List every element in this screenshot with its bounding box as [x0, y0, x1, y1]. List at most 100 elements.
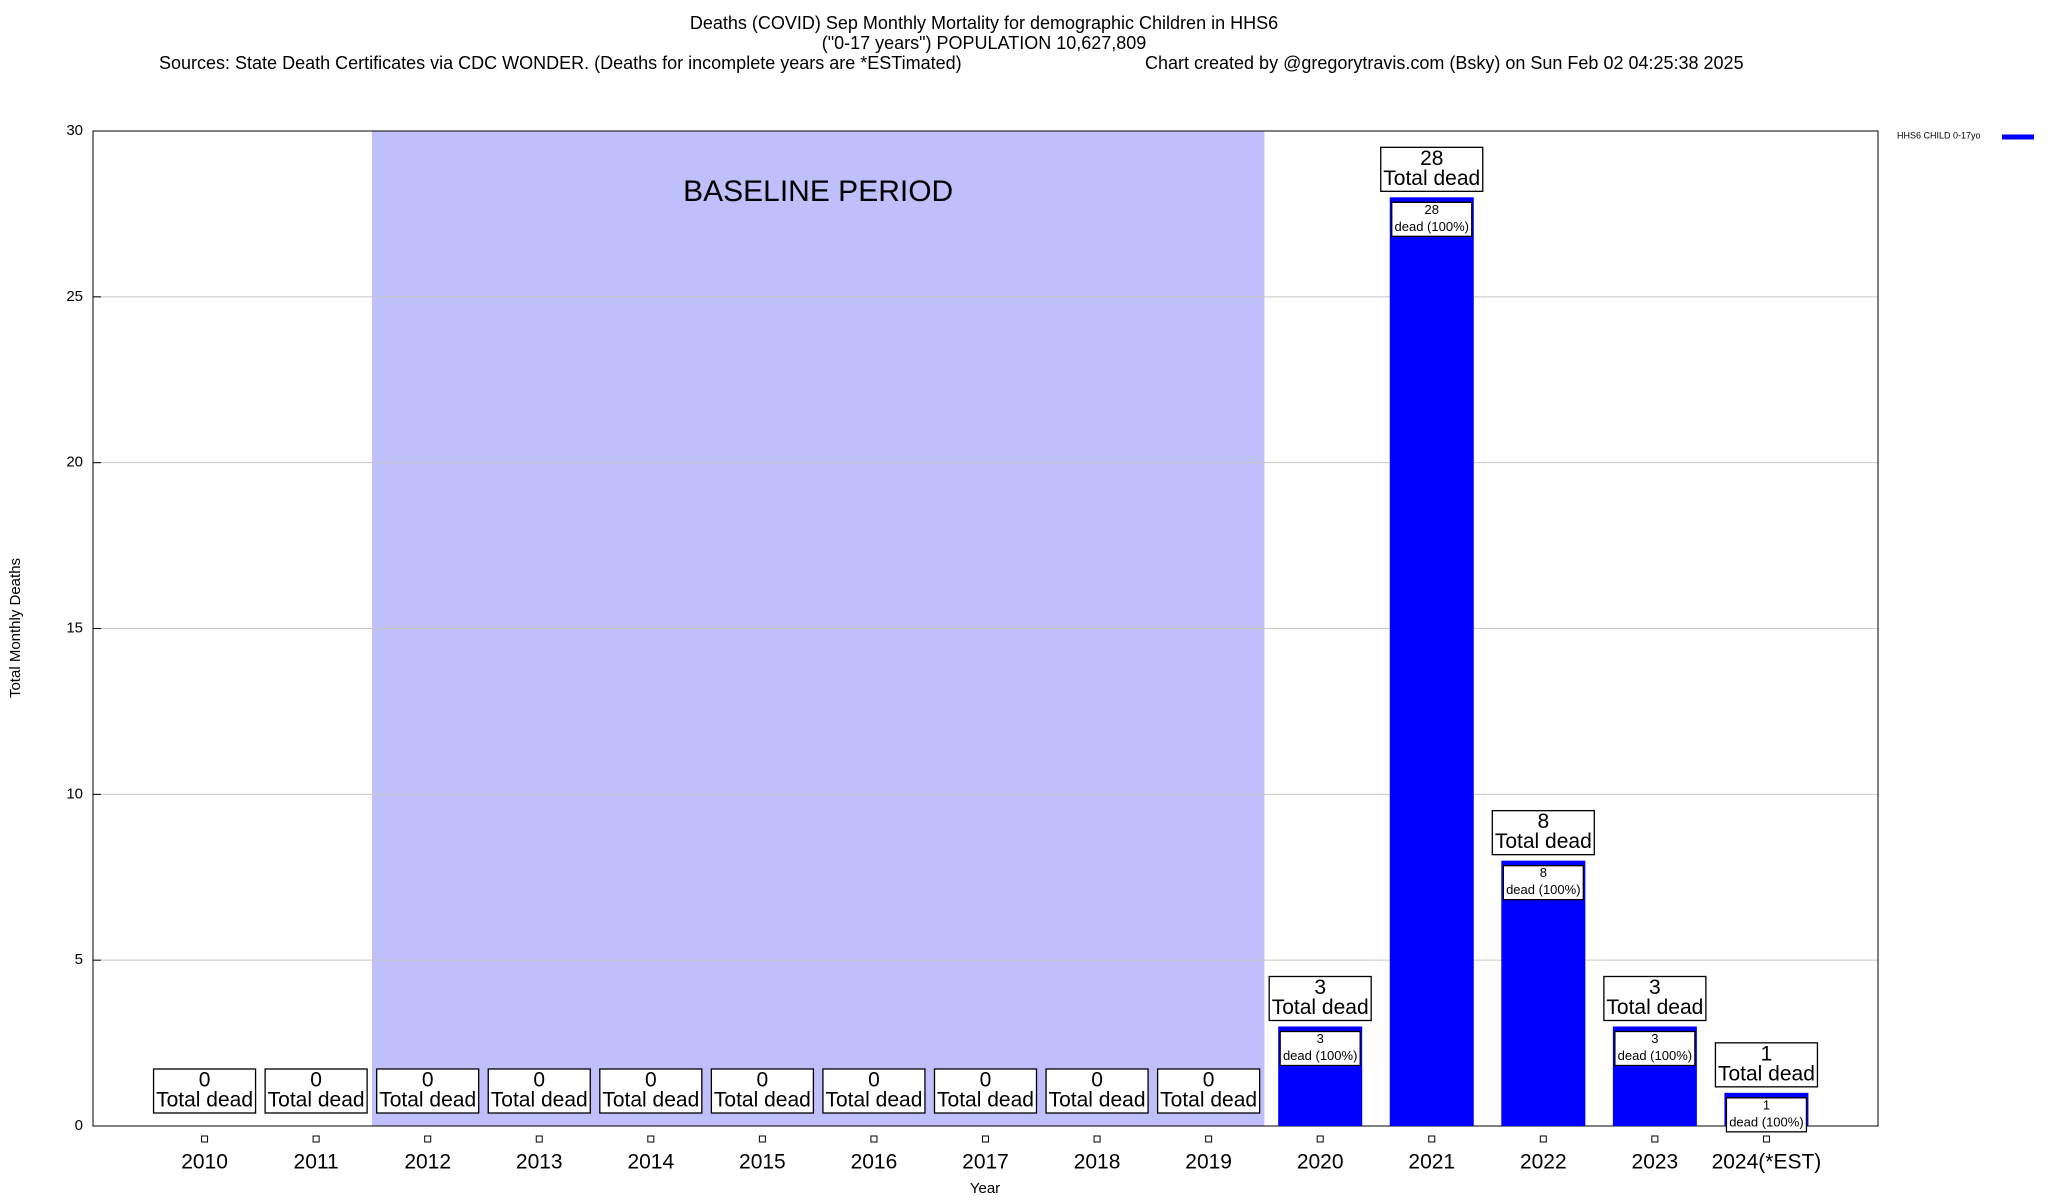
x-tick	[201, 1135, 209, 1143]
total-text-label: Total dead	[1718, 1062, 1815, 1085]
x-tick-label: 2011	[294, 1151, 339, 1174]
total-value-label: 3	[1649, 976, 1661, 999]
x-tick-label: 2022	[1520, 1151, 1567, 1174]
x-tick-label: 2021	[1408, 1151, 1455, 1174]
total-text-label: Total dead	[602, 1089, 699, 1112]
x-tick	[1205, 1135, 1213, 1143]
total-text-label: Total dead	[714, 1089, 811, 1112]
total-value-label: 0	[422, 1069, 434, 1092]
x-tick	[535, 1135, 543, 1143]
total-label-box	[599, 1068, 703, 1114]
y-tick-label: 20	[66, 454, 83, 471]
total-label-box	[1603, 975, 1707, 1022]
total-label-box	[376, 1068, 480, 1114]
total-value-label: 8	[1537, 810, 1549, 833]
total-label-box	[152, 1068, 257, 1114]
x-tick-label: 2016	[851, 1151, 898, 1174]
total-text-label: Total dead	[379, 1089, 476, 1112]
inner-label-box	[1279, 1030, 1361, 1067]
inner-share-label: dead (100%)	[1729, 1114, 1803, 1129]
total-label-box	[1714, 1042, 1819, 1088]
inner-value-label: 3	[1317, 1031, 1324, 1046]
total-text-label: Total dead	[1383, 167, 1480, 190]
x-tick	[1539, 1135, 1547, 1143]
total-label-box	[487, 1068, 591, 1114]
total-text-label: Total dead	[1606, 996, 1703, 1019]
inner-value-label: 1	[1763, 1097, 1770, 1112]
inner-label-box	[1391, 201, 1473, 237]
x-tick	[1093, 1135, 1101, 1143]
sources: Sources: State Death Certificates via CD…	[159, 53, 962, 73]
x-tick-label: 2019	[1185, 1151, 1232, 1174]
inner-share-label: dead (100%)	[1618, 1048, 1692, 1063]
x-tick-label: 2013	[516, 1151, 563, 1174]
x-tick	[758, 1135, 766, 1143]
total-text-label: Total dead	[1160, 1089, 1257, 1112]
bar	[1389, 197, 1474, 1127]
total-label-box	[710, 1068, 815, 1114]
legend-label: HHS6 CHILD 0-17yo	[1897, 130, 1981, 140]
inner-share-label: dead (100%)	[1283, 1048, 1357, 1063]
inner-label-box	[1614, 1030, 1696, 1067]
total-value-label: 0	[533, 1069, 545, 1092]
total-value-label: 0	[1091, 1069, 1103, 1092]
x-tick-label: 2010	[181, 1151, 228, 1174]
total-label-box	[1268, 975, 1372, 1022]
chart-subtitle: ("0-17 years") POPULATION 10,627,809	[822, 33, 1147, 53]
y-tick-label: 10	[66, 785, 83, 802]
total-label-box	[1491, 810, 1595, 856]
total-text-label: Total dead	[268, 1089, 365, 1112]
total-label-box	[1156, 1068, 1261, 1114]
x-tick	[982, 1135, 989, 1143]
x-tick-label: 2023	[1632, 1151, 1679, 1174]
y-tick-label: 15	[66, 619, 83, 636]
x-tick-label: 2024(*EST)	[1712, 1151, 1822, 1174]
y-tick-label: 25	[66, 288, 83, 305]
x-tick	[647, 1135, 655, 1143]
bar	[1501, 860, 1586, 1126]
x-tick	[1428, 1135, 1436, 1143]
total-value-label: 0	[868, 1069, 880, 1092]
total-value-label: 0	[199, 1069, 211, 1092]
total-text-label: Total dead	[1049, 1089, 1146, 1112]
total-text-label: Total dead	[156, 1089, 253, 1112]
y-tick-label: 30	[66, 122, 83, 139]
x-tick-label: 2014	[627, 1151, 674, 1174]
y-axis-label: Total Monthly Deaths	[7, 558, 24, 698]
total-value-label: 0	[980, 1069, 992, 1092]
credit: Chart created by @gregorytravis.com (Bsk…	[1145, 53, 1744, 73]
x-tick	[870, 1135, 878, 1143]
total-label-box	[1045, 1068, 1149, 1114]
y-tick-label: 5	[75, 951, 83, 968]
x-tick	[424, 1135, 432, 1143]
baseline-label: BASELINE PERIOD	[683, 175, 953, 208]
x-tick-label: 2015	[739, 1151, 786, 1174]
total-value-label: 0	[645, 1069, 657, 1092]
total-value-label: 3	[1314, 976, 1326, 999]
total-label-box	[264, 1068, 368, 1114]
total-value-label: 1	[1761, 1042, 1773, 1065]
total-text-label: Total dead	[825, 1089, 922, 1112]
inner-label-box	[1725, 1097, 1808, 1133]
total-text-label: Total dead	[1272, 996, 1369, 1019]
total-label-box	[1380, 146, 1484, 192]
x-tick	[312, 1135, 320, 1143]
total-label-box	[822, 1068, 926, 1114]
x-tick-label: 2012	[404, 1151, 451, 1174]
inner-share-label: dead (100%)	[1506, 882, 1580, 897]
total-label-box	[933, 1068, 1038, 1114]
total-text-label: Total dead	[1495, 830, 1592, 853]
x-tick-label: 2017	[962, 1151, 1009, 1174]
x-tick	[1762, 1135, 1770, 1143]
x-tick	[1316, 1135, 1324, 1143]
y-tick-label: 0	[75, 1117, 83, 1134]
inner-value-label: 3	[1651, 1031, 1658, 1046]
inner-share-label: dead (100%)	[1395, 219, 1469, 234]
total-value-label: 0	[1203, 1069, 1215, 1092]
total-value-label: 0	[310, 1069, 322, 1092]
total-value-label: 28	[1420, 147, 1443, 170]
total-text-label: Total dead	[937, 1089, 1034, 1112]
x-tick-label: 2020	[1297, 1151, 1344, 1174]
